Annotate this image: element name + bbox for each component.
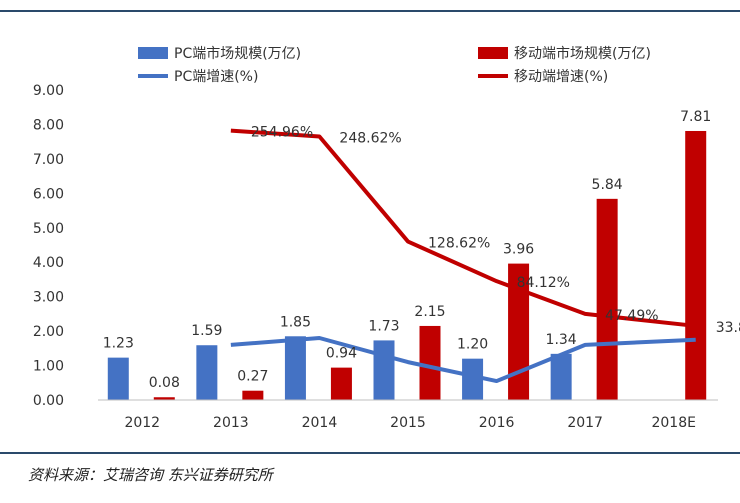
bar-value-label: 7.81 [680, 109, 711, 125]
x-axis: 2012 2013 2014 2015 2016 2017 2018E [98, 399, 718, 431]
legend-swatch [138, 47, 168, 59]
bar-value-label: 2.15 [414, 304, 445, 320]
x-tick-label: 2013 [213, 415, 249, 431]
bar-value-label: 1.34 [546, 332, 577, 348]
bar [196, 345, 218, 400]
x-tick-label: 2015 [390, 415, 426, 431]
legend-label: 移动端市场规模(万亿) [514, 45, 651, 62]
legend-label: PC端增速(%) [174, 69, 258, 85]
line-value-label: 47.49% [605, 308, 658, 324]
line-value-label: 84.12% [517, 275, 570, 291]
bar [596, 198, 618, 400]
bar [373, 340, 395, 400]
series-line [230, 128, 696, 328]
bar-value-label: 1.20 [457, 337, 488, 353]
bar [153, 397, 175, 400]
y-tick-label: 0.00 [33, 393, 64, 409]
line-value-label: 254.96% [251, 125, 313, 141]
y-tick-label: 2.00 [33, 324, 64, 340]
bar [330, 367, 352, 400]
bar-value-label: 0.94 [326, 346, 357, 362]
bar-value-label: 0.27 [237, 369, 268, 385]
bar [419, 325, 441, 400]
bar-value-label: 5.84 [592, 177, 623, 193]
x-tick-label: 2017 [567, 415, 603, 431]
y-axis: 0.00 1.00 2.00 3.00 4.00 5.00 6.00 7.00 8.00 9.00 [33, 83, 64, 409]
bars [107, 130, 707, 400]
source-note: 资料来源：艾瑞咨询 东兴证券研究所 [28, 466, 273, 484]
top-rule [0, 10, 740, 12]
data-labels: 1.23 1.59 1.85 1.73 1.20 1.34 0.08 0.27 0.94 2.15… [103, 109, 740, 391]
lines [230, 128, 696, 384]
y-tick-label: 5.00 [33, 221, 64, 237]
bar-value-label: 1.73 [368, 318, 399, 334]
y-tick-label: 8.00 [33, 117, 64, 133]
legend-label: PC端市场规模(万亿) [174, 45, 301, 62]
bar [107, 357, 129, 400]
bar [508, 263, 530, 400]
y-tick-label: 6.00 [33, 186, 64, 202]
bar [685, 130, 707, 400]
bar-value-label: 0.08 [149, 375, 180, 391]
bar [242, 390, 264, 400]
bar [284, 336, 306, 400]
line-value-label: 33.84 [716, 320, 740, 336]
series-line [230, 336, 696, 384]
x-tick-label: 2018E [651, 415, 695, 431]
bar [550, 353, 572, 400]
bar-value-label: 1.85 [280, 314, 311, 330]
x-tick-label: 2014 [302, 415, 338, 431]
y-tick-label: 3.00 [33, 290, 64, 306]
line-value-label: 128.62% [428, 236, 490, 252]
bar-value-label: 1.23 [103, 336, 134, 352]
bar [462, 358, 484, 400]
legend-swatch [478, 47, 508, 59]
chart: PC端市场规模(万亿) 移动端市场规模(万亿) PC端增速(%) 移动端增速(%) 0… [33, 45, 740, 431]
x-tick-label: 2016 [479, 415, 515, 431]
bar-value-label: 3.96 [503, 242, 534, 258]
legend: PC端市场规模(万亿) 移动端市场规模(万亿) PC端增速(%) 移动端增速(%) [138, 45, 651, 85]
bar-value-label: 1.59 [191, 323, 222, 339]
legend-label: 移动端增速(%) [514, 69, 608, 85]
y-tick-label: 9.00 [33, 83, 64, 99]
y-tick-label: 7.00 [33, 152, 64, 168]
y-tick-label: 1.00 [33, 359, 64, 375]
bottom-rule [0, 452, 740, 454]
line-value-label: 248.62% [339, 131, 401, 147]
y-tick-label: 4.00 [33, 255, 64, 271]
x-tick-label: 2012 [124, 415, 160, 431]
